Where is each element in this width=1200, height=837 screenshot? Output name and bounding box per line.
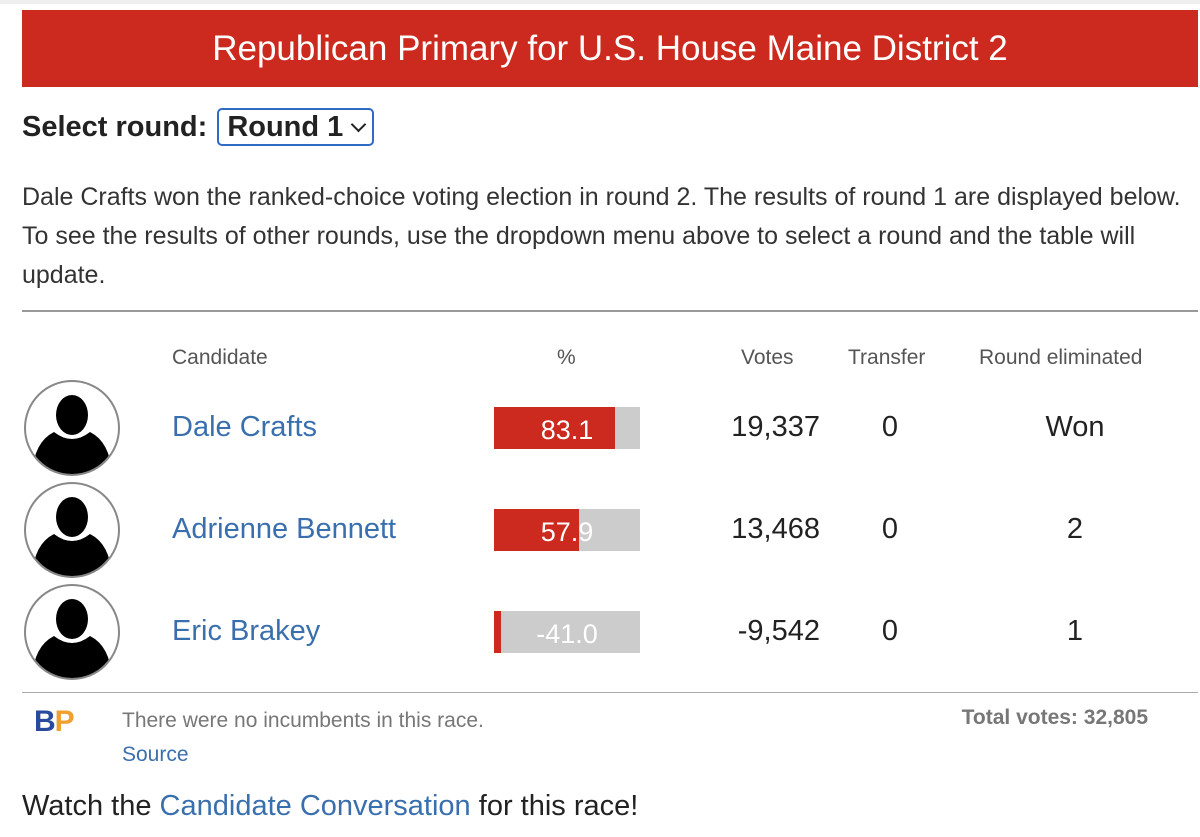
person-silhouette-icon [32, 599, 112, 678]
percent-value: -41.0 [536, 619, 598, 649]
candidate-name-link[interactable]: Adrienne Bennett [172, 513, 397, 545]
total-votes: Total votes: 32,805 [961, 706, 1148, 729]
header-transfer: Transfer [848, 346, 926, 369]
round-selector-row: Select round: Round 1 [22, 106, 375, 148]
table-row: Adrienne Bennett 57.9 13,468 0 2 [0, 482, 1200, 582]
candidate-name-link[interactable]: Dale Crafts [172, 411, 318, 443]
top-border [0, 0, 1200, 4]
votes-value: 13,468 [731, 513, 820, 545]
page-title: Republican Primary for U.S. House Maine … [22, 10, 1198, 87]
watch-prefix: Watch the [22, 790, 152, 822]
person-silhouette-icon [32, 395, 112, 474]
ballotpedia-logo: BP [34, 705, 75, 738]
votes-value: -9,542 [737, 615, 820, 647]
header-votes: Votes [741, 346, 794, 369]
avatar [24, 380, 120, 476]
table-row: Eric Brakey -41.0 -9,542 0 1 [0, 584, 1200, 684]
votes-value: 19,337 [731, 411, 820, 443]
percent-value: 57.9 [540, 517, 594, 547]
candidate-name-link[interactable]: Eric Brakey [172, 615, 321, 647]
percent-bar: 57.9 [494, 509, 640, 551]
avatar [24, 584, 120, 680]
incumbent-note-text: There were no incumbents in this race. [122, 709, 484, 732]
source-link[interactable]: Source [122, 743, 189, 766]
percent-bar-fill [494, 509, 579, 551]
transfer-value: 0 [881, 513, 899, 545]
table-bottom-divider [22, 692, 1198, 693]
table-row: Dale Crafts 83.1 19,337 0 Won [0, 380, 1200, 480]
header-round-eliminated: Round eliminated [979, 346, 1143, 369]
candidate-conversation-link[interactable]: Candidate Conversation [159, 790, 471, 822]
incumbent-note: There were no incumbents in this race. S… [122, 704, 522, 772]
percent-bar: -41.0 [494, 611, 640, 653]
watch-conversation-line: Watch the Candidate Conversation for thi… [22, 790, 638, 823]
watch-suffix: for this race! [478, 790, 639, 822]
percent-bar: 83.1 [494, 407, 640, 449]
table-top-divider [22, 310, 1198, 312]
round-select-label: Select round: [22, 110, 208, 143]
header-candidate: Candidate [172, 346, 268, 369]
percent-value: 83.1 [540, 415, 594, 445]
header-percent: % [557, 346, 576, 369]
round-eliminated-value: 1 [1066, 615, 1084, 647]
avatar [24, 482, 120, 578]
results-description: Dale Crafts won the ranked-choice voting… [22, 183, 1181, 289]
chevron-down-icon [351, 116, 367, 132]
person-silhouette-icon [32, 497, 112, 576]
round-select-dropdown[interactable]: Round 1 [217, 108, 375, 146]
transfer-value: 0 [881, 411, 899, 443]
percent-bar-fill [494, 611, 501, 653]
percent-bar-fill [494, 407, 615, 449]
round-eliminated-value: Won [1045, 411, 1105, 443]
round-eliminated-value: 2 [1066, 513, 1084, 545]
round-select-value: Round 1 [227, 110, 344, 143]
transfer-value: 0 [881, 615, 899, 647]
